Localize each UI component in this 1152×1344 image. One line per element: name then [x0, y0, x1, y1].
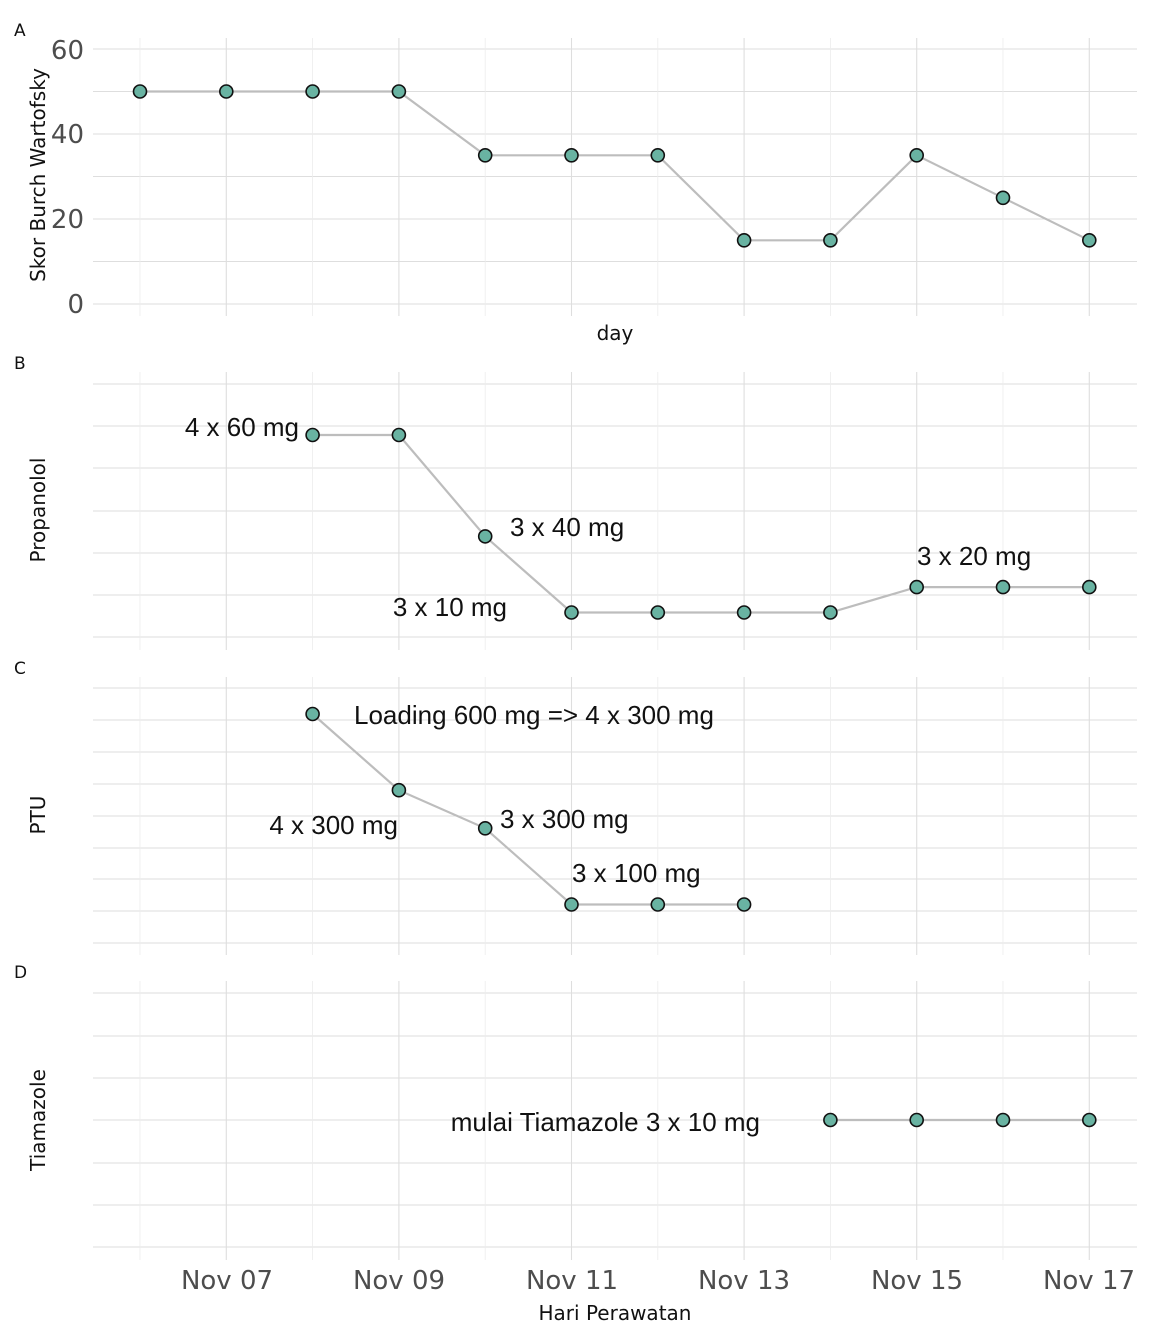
data-point [823, 605, 838, 620]
x-axis-title-d: Hari Perawatan [539, 1301, 692, 1325]
annotation-label: 4 x 60 mg [185, 412, 299, 442]
series-line-a [140, 90, 1090, 242]
data-point [391, 782, 407, 798]
y-axis-title-a: Skor Burch Wartofsky [26, 68, 50, 282]
annotation-label: 3 x 20 mg [917, 541, 1031, 571]
panel-tag-d: D [14, 963, 27, 983]
data-point [736, 233, 752, 248]
y-axis-title-b: Propanolol [26, 458, 50, 563]
data-point [305, 84, 320, 99]
annotation-label: Loading 600 mg => 4 x 300 mg [354, 700, 714, 730]
data-point [391, 427, 407, 443]
data-point [650, 605, 666, 620]
data-point [477, 529, 493, 544]
series-line-b [312, 433, 1090, 614]
panel-tag-c: C [14, 659, 26, 679]
x-tick-label: Nov 17 [1043, 1266, 1135, 1296]
data-point [650, 148, 666, 163]
x-tick-label: Nov 09 [353, 1266, 445, 1296]
panel-tag-a: A [14, 21, 26, 41]
data-point [736, 605, 752, 620]
y-axis-title-c: PTU [26, 796, 50, 835]
y-tick-label: 60 [51, 36, 84, 66]
y-tick-label: 20 [51, 205, 84, 235]
data-point [1082, 579, 1097, 595]
data-point [823, 1112, 838, 1128]
annotation-label: mulai Tiamazole 3 x 10 mg [451, 1107, 760, 1137]
annotation-label: 3 x 10 mg [393, 592, 507, 622]
data-point [995, 190, 1011, 206]
data-point [909, 579, 925, 595]
data-point [564, 897, 579, 912]
x-tick-label: Nov 07 [181, 1266, 273, 1296]
data-point [995, 579, 1011, 595]
data-point [1082, 233, 1097, 248]
series-line-c [311, 713, 745, 906]
annotation-label: 3 x 100 mg [572, 858, 701, 888]
data-point [219, 84, 234, 99]
data-point [305, 706, 320, 722]
data-point [995, 1112, 1011, 1128]
data-point [564, 605, 579, 620]
data-point [909, 1112, 925, 1128]
x-tick-label: Nov 15 [871, 1266, 963, 1296]
data-point [477, 148, 493, 163]
data-point [823, 233, 838, 248]
data-point [564, 148, 579, 163]
data-point [1082, 1112, 1097, 1128]
data-point [391, 84, 407, 99]
y-tick-label: 0 [67, 290, 84, 320]
data-point [736, 897, 752, 912]
annotation-label: 3 x 300 mg [500, 804, 629, 834]
data-point [132, 84, 148, 99]
x-axis-title-a: day [597, 321, 634, 345]
annotation-label: 4 x 300 mg [269, 810, 398, 840]
data-point [909, 148, 925, 163]
annotation-label: 3 x 40 mg [510, 512, 624, 542]
data-point [650, 897, 666, 912]
x-tick-label: Nov 11 [526, 1266, 618, 1296]
data-point [305, 427, 320, 443]
y-axis-title-d: Tiamazole [26, 1069, 50, 1172]
panel-tag-b: B [14, 354, 26, 374]
x-tick-label: Nov 13 [698, 1266, 790, 1296]
data-point [477, 820, 493, 836]
y-tick-label: 40 [51, 120, 84, 150]
